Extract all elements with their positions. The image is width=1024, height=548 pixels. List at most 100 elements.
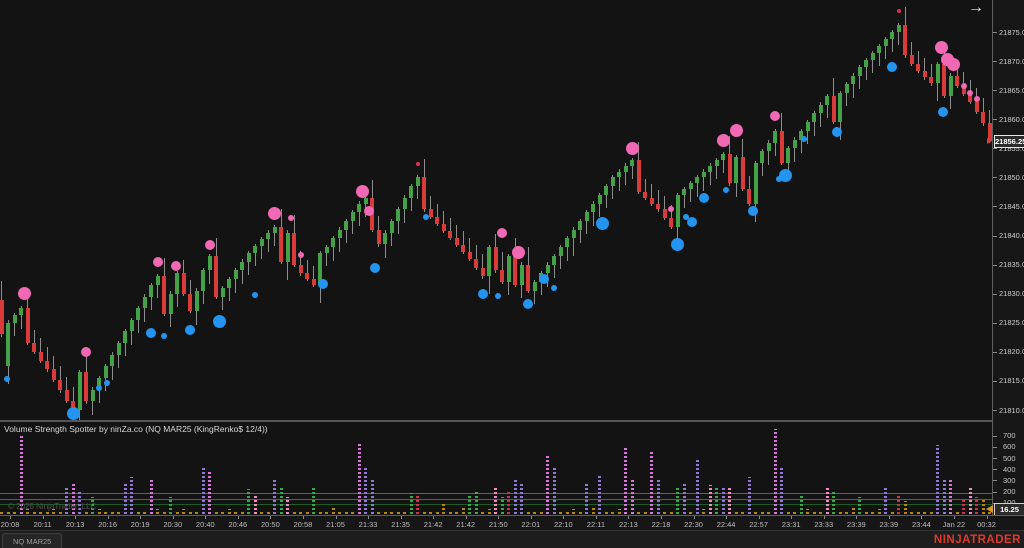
time-label: 20:58 [293, 520, 313, 529]
blue-signal-dot [887, 61, 897, 72]
time-label: 23:31 [781, 520, 801, 529]
time-axis[interactable]: 20:08 20:11 20:13 20:16 20:19 20:30 20:40 20:46… [0, 515, 1024, 530]
price-axis[interactable]: 21875.00 21870.00 21865.00 21860.00 21855.00… [992, 0, 1024, 515]
volume-bar [637, 509, 640, 514]
up-candle [623, 165, 628, 172]
blue-signal-dot [318, 279, 329, 290]
time-label: 21:50 [488, 520, 508, 529]
blue-signal-dot [96, 384, 102, 391]
volume-bar [689, 510, 692, 514]
pink-signal-dot [934, 41, 948, 55]
volume-bar [500, 497, 504, 514]
volume-bar [812, 511, 816, 514]
price-tick-label: 21845.00 [999, 201, 1024, 211]
volume-bar [318, 511, 322, 514]
time-tick [498, 516, 500, 519]
volume-bar [773, 429, 777, 514]
volume-bar [435, 511, 439, 514]
up-candle [578, 221, 582, 230]
blue-signal-dot [539, 274, 550, 285]
pink-signal-dot [668, 205, 674, 212]
volume-bar [481, 511, 484, 514]
blue-signal-dot [551, 284, 557, 291]
up-candle [604, 186, 608, 195]
candle-wick [605, 183, 607, 209]
candle-wick [358, 201, 360, 226]
volume-bar [416, 492, 419, 514]
price-tick-label: 21865.00 [999, 85, 1024, 95]
blue-signal-dot [832, 127, 843, 138]
up-candle [272, 226, 277, 233]
price-tick-dash [993, 293, 997, 295]
time-label: 20:11 [33, 520, 52, 529]
price-tick-dash [993, 351, 997, 353]
price-tick-dash [993, 380, 997, 382]
up-candle [116, 343, 121, 355]
price-tick-label: 21875.00 [999, 27, 1024, 37]
candle-wick [59, 366, 61, 393]
time-label: 23:39 [846, 520, 866, 529]
volume-panel[interactable]: Volume Strength Spotter by ninZa.co (NQ … [0, 422, 992, 515]
candle-wick [254, 243, 256, 267]
candle-wick [865, 57, 867, 81]
up-candle [246, 252, 251, 262]
volume-bar [760, 511, 764, 514]
down-candle [526, 264, 530, 291]
volume-bar [325, 510, 328, 514]
time-tick [791, 516, 793, 519]
time-label: 23:33 [814, 520, 834, 529]
pink-signal-dot [287, 215, 294, 222]
time-label: Jan 22 [942, 520, 966, 529]
up-candle [19, 308, 23, 316]
time-tick [693, 516, 695, 519]
down-candle [929, 77, 933, 84]
volume-bar [84, 509, 88, 514]
price-tick-dash [993, 235, 997, 237]
volume-bar [201, 465, 205, 514]
volume-bar [747, 477, 751, 514]
up-candle [701, 171, 706, 178]
price-tick-label: 21820.00 [999, 347, 1024, 357]
volume-bar [19, 433, 23, 514]
up-candle [110, 354, 114, 367]
volume-bar [0, 511, 3, 514]
autoscroll-arrow-icon[interactable]: → [968, 0, 984, 16]
volume-bar [806, 508, 809, 514]
volume-tick-label: 300 [1003, 475, 1016, 485]
candle-wick [586, 209, 587, 235]
price-tick-label: 21835.00 [999, 260, 1024, 270]
candle-wick [956, 62, 958, 88]
volume-bar [838, 511, 842, 514]
volume-bar [598, 474, 601, 514]
down-candle [305, 273, 309, 280]
time-tick [921, 516, 923, 519]
up-candle [396, 209, 400, 221]
down-candle [467, 251, 472, 259]
tiny-red-signal-dot [415, 162, 420, 167]
blue-signal-dot [66, 406, 80, 420]
up-candle [519, 264, 524, 285]
candle-wick [66, 376, 67, 403]
time-tick [726, 516, 728, 519]
down-candle [987, 123, 992, 142]
up-candle [786, 148, 790, 163]
volume-bar [604, 509, 608, 514]
up-candle [610, 177, 615, 187]
candle-wick [911, 41, 912, 67]
volume-bar [585, 481, 588, 514]
up-candle [714, 159, 719, 166]
volume-bar [858, 497, 861, 514]
down-candle [441, 223, 446, 231]
up-candle [175, 273, 179, 294]
volume-tick-label: 200 [1003, 487, 1016, 497]
chart-tab-nq-mar25[interactable]: NQ MAR25 [2, 533, 63, 548]
panel-divider[interactable] [0, 420, 1024, 422]
candle-wick [306, 259, 308, 282]
price-chart-panel[interactable]: → [0, 0, 992, 420]
blue-signal-dot [212, 315, 226, 329]
price-tick-label: 21870.00 [999, 56, 1024, 66]
volume-bar [780, 465, 783, 514]
time-label: 20:50 [261, 520, 280, 529]
volume-bar [240, 511, 244, 514]
down-candle [292, 232, 296, 265]
